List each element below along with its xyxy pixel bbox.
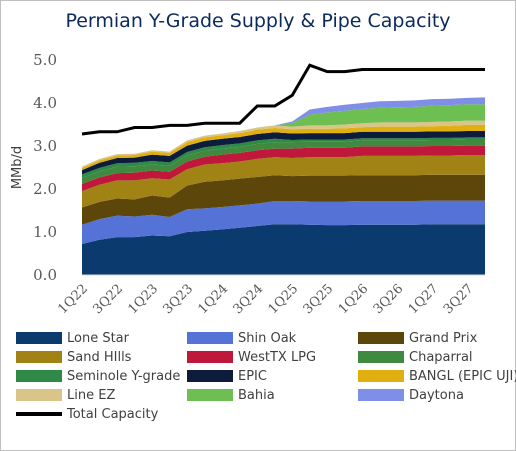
area-series-lone-star — [82, 224, 485, 275]
x-tick-label: 1Q22 — [55, 281, 91, 317]
area-series-shin-oak — [82, 200, 485, 245]
area-series-chaparral — [82, 139, 485, 184]
x-tick-label: 3Q23 — [160, 281, 196, 317]
x-tick-label: 3Q27 — [441, 281, 477, 317]
y-tick-label: 2.0 — [33, 180, 57, 198]
area-series-grand-prix — [82, 174, 485, 225]
area-series-bahia — [82, 104, 485, 167]
area-series-line-ez — [82, 120, 485, 168]
y-tick-label: 4.0 — [33, 94, 57, 112]
y-tick-label: 3.0 — [33, 137, 57, 155]
y-axis-label: MMb/d — [10, 146, 25, 189]
x-tick-label: 3Q26 — [371, 281, 407, 317]
x-tick-label: 1Q27 — [406, 281, 442, 317]
x-tick-label: 1Q26 — [336, 281, 372, 317]
y-tick-label: 0.0 — [33, 266, 57, 284]
chart-title: Permian Y-Grade Supply & Pipe Capacity — [65, 10, 451, 32]
x-tick-label: 1Q24 — [196, 281, 232, 317]
area-series-westtx-lpg — [82, 145, 485, 192]
area-series-epic — [82, 130, 485, 175]
area-series-daytona — [82, 97, 485, 167]
area-series-bangl-epic-uji — [82, 124, 485, 171]
y-tick-label: 5.0 — [33, 51, 57, 69]
area-series-sand-hills — [82, 155, 485, 208]
x-tick-label: 1Q25 — [266, 281, 302, 317]
line-total-capacity — [81, 63, 485, 136]
y-tick-label: 1.0 — [33, 223, 57, 241]
x-tick-label: 1Q23 — [125, 281, 161, 317]
x-tick-label: 3Q22 — [90, 281, 126, 317]
x-tick-label: 3Q25 — [301, 281, 337, 317]
x-tick-label: 3Q24 — [231, 281, 267, 317]
